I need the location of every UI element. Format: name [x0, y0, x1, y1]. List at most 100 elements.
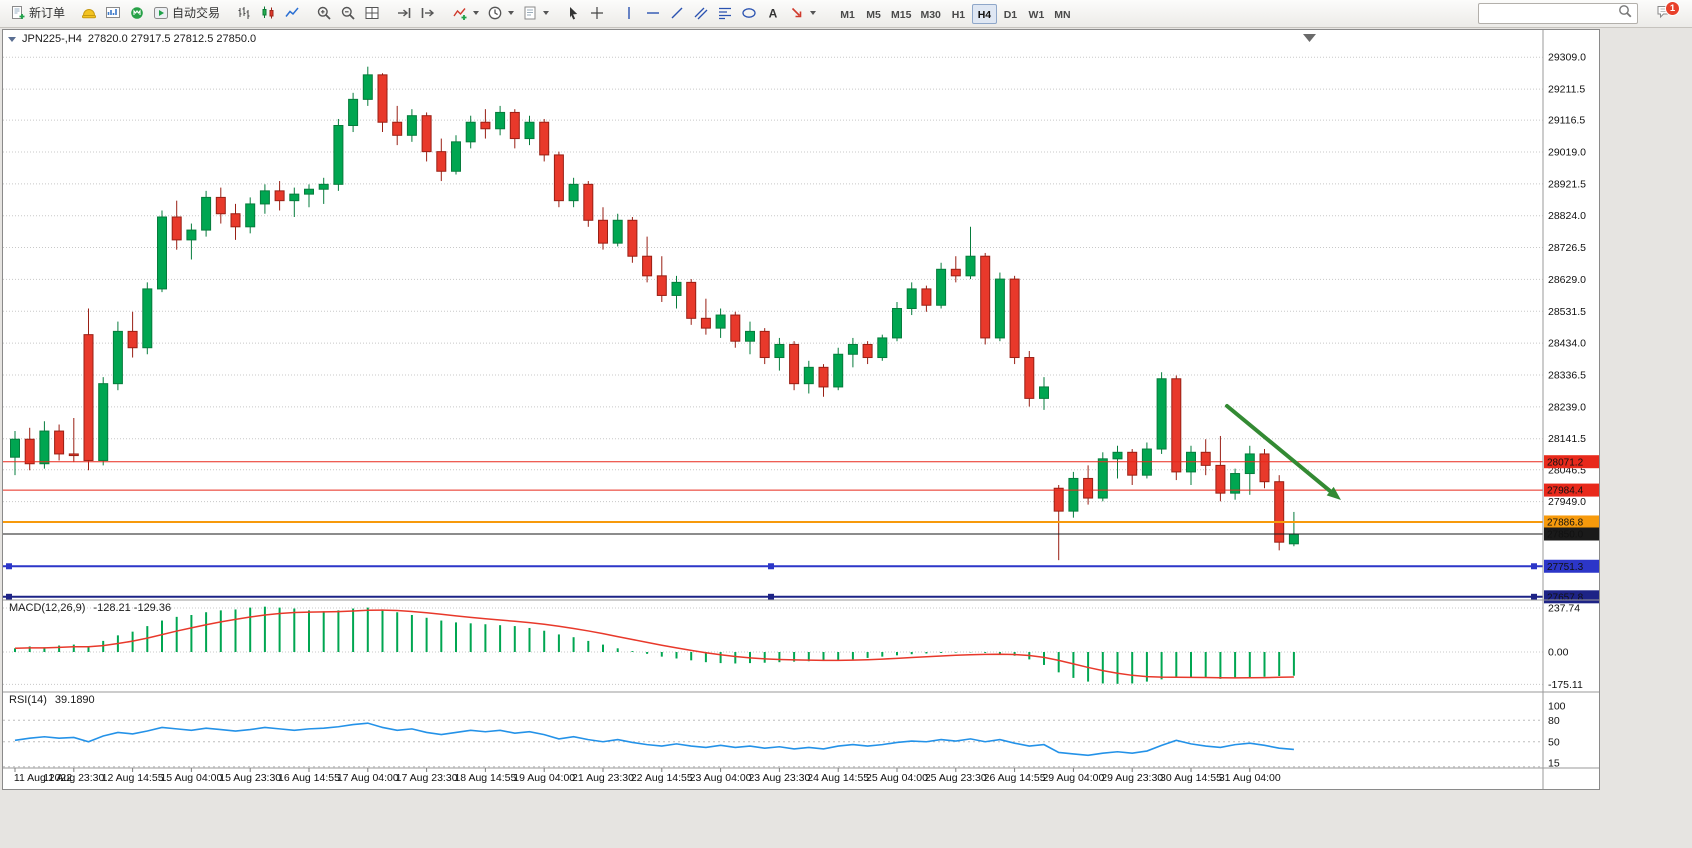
text-button[interactable]: A: [761, 2, 785, 24]
timeframe-w1-button[interactable]: W1: [1024, 4, 1049, 24]
shapes-button[interactable]: [737, 2, 761, 24]
candle: [10, 438, 20, 458]
horizontal-line-27751.3[interactable]: 27751.3: [3, 559, 1599, 573]
shapes-icon: [742, 7, 756, 18]
new-order-button-label: 新订单: [29, 6, 66, 20]
candle: [539, 121, 550, 156]
trend-arrow-object[interactable]: [1225, 404, 1341, 500]
timeframe-m5-button[interactable]: M5: [861, 4, 886, 24]
chart-shift-icon: [421, 7, 435, 18]
timeframe-d1-button[interactable]: D1: [998, 4, 1023, 24]
line-handle[interactable]: [6, 593, 12, 600]
horizontal-line-27886.8[interactable]: 27886.8: [3, 515, 1599, 529]
line-handle[interactable]: [768, 563, 774, 570]
current-price-line[interactable]: 27850.0: [3, 527, 1599, 541]
strategy-tester-button[interactable]: [101, 2, 125, 24]
horizontal-line-button[interactable]: [641, 2, 665, 24]
chart-shift-button[interactable]: [416, 2, 440, 24]
candle: [568, 183, 579, 202]
zoom-in-button[interactable]: [312, 2, 336, 24]
trendline-button[interactable]: [665, 2, 689, 24]
candle: [892, 308, 902, 339]
notifications-button[interactable]: 1: [1652, 0, 1680, 26]
algo-trading-button-label: 自动交易: [172, 6, 221, 20]
templates-button[interactable]: [518, 2, 553, 24]
horizontal-line-27657.8[interactable]: 27657.8: [3, 590, 1599, 603]
candle: [1053, 487, 1064, 512]
candle: [598, 219, 608, 244]
candle: [1039, 386, 1049, 399]
timeframe-m30-button[interactable]: M30: [916, 4, 944, 24]
timeframe-h4-button[interactable]: H4: [971, 3, 997, 24]
candle: [1083, 477, 1094, 499]
templates-button-caret-icon: [543, 10, 550, 15]
bar-chart-button[interactable]: [232, 2, 256, 24]
horizontal-line-27984.4[interactable]: 27984.4: [3, 483, 1599, 497]
chart-title: JPN225-,H4 27820.0 27917.5 27812.5 27850…: [8, 33, 256, 45]
arrows-button[interactable]: [785, 2, 820, 24]
search-input[interactable]: [1483, 6, 1614, 21]
tile-windows-button[interactable]: [360, 2, 384, 24]
price-axis-label: 27949.0: [1548, 496, 1586, 508]
new-order-button[interactable]: 新订单: [6, 2, 69, 24]
metaeditor-button[interactable]: [77, 2, 101, 24]
timeframe-m1-button[interactable]: M1: [835, 4, 860, 24]
price-tag-label: 27886.8: [1547, 518, 1584, 529]
cursor-button[interactable]: [561, 2, 585, 24]
search-box[interactable]: [1478, 3, 1638, 24]
rsi-axis-label: 100: [1548, 701, 1566, 713]
candle: [715, 314, 726, 329]
timeframe-m15-button[interactable]: M15: [887, 4, 915, 24]
price-tag-label: 28071.2: [1547, 457, 1584, 468]
algo-trading-icon: [154, 6, 169, 19]
crosshair-button[interactable]: [585, 2, 609, 24]
candle: [436, 151, 447, 172]
candlestick-chart-button[interactable]: [256, 2, 280, 24]
fibonacci-button[interactable]: [713, 2, 737, 24]
price-axis[interactable]: 29309.0 29211.5 29116.5 29019.0 28921.5 28824…: [1548, 52, 1586, 508]
price-tag: [1544, 515, 1599, 529]
candle: [627, 219, 638, 257]
candle: [803, 366, 814, 385]
algo-trading-button[interactable]: 自动交易: [149, 2, 224, 24]
text-icon: A: [769, 6, 778, 20]
time-axis-label: 12 Aug 14:55: [102, 772, 164, 784]
toolbar-right: 1: [1478, 0, 1686, 26]
vertical-line-button[interactable]: [617, 2, 641, 24]
indicators-button[interactable]: [448, 2, 483, 24]
candle: [759, 330, 770, 359]
time-axis-label: 24 Aug 14:55: [807, 772, 869, 784]
horizontal-line-28071.2[interactable]: 28071.2: [3, 455, 1599, 468]
timeframe-h1-button[interactable]: H1: [946, 4, 971, 24]
time-axis-label: 11 Aug 23:30: [43, 772, 104, 784]
candle: [965, 255, 976, 277]
candle: [745, 330, 755, 342]
zoom-in-icon: [317, 6, 331, 20]
chart-shift-marker-icon[interactable]: [1303, 34, 1316, 42]
period-button[interactable]: [483, 2, 518, 24]
zoom-out-button[interactable]: [336, 2, 360, 24]
line-chart-button[interactable]: [280, 2, 304, 24]
candle: [906, 288, 917, 310]
candle: [1215, 464, 1226, 494]
auto-scroll-button[interactable]: [392, 2, 416, 24]
price-axis-label: 28336.5: [1548, 370, 1586, 382]
time-axis-label: 11 Aug 2022: [14, 772, 72, 784]
candle: [495, 111, 506, 130]
channel-button[interactable]: [689, 2, 713, 24]
community-button[interactable]: [125, 2, 149, 24]
line-handle[interactable]: [768, 593, 774, 600]
line-handle[interactable]: [1531, 563, 1537, 570]
line-handle[interactable]: [6, 563, 12, 570]
time-axis-label: 31 Aug 04:00: [1219, 772, 1281, 784]
price-axis-label: 28239.0: [1548, 401, 1586, 413]
candle: [730, 314, 741, 342]
line-handle[interactable]: [1531, 593, 1537, 600]
chart-canvas[interactable]: 29309.0 29211.5 29116.5 29019.0 28921.5 28824…: [3, 30, 1599, 789]
timeframe-mn-button[interactable]: MN: [1050, 4, 1075, 24]
one-click-trading-toggle-icon[interactable]: [8, 36, 16, 42]
rsi-label: RSI(14) 39.1890: [9, 694, 95, 706]
time-axis-label: 23 Aug 04:00: [690, 772, 752, 784]
candle: [1127, 451, 1138, 476]
